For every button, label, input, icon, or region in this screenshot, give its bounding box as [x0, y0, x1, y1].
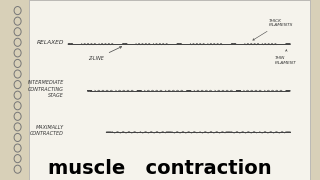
Text: muscle   contraction: muscle contraction [48, 159, 272, 178]
Text: THIN
FILAMENT: THIN FILAMENT [275, 50, 297, 65]
Text: INTERMEDIATE
CONTRACTING
STAGE: INTERMEDIATE CONTRACTING STAGE [28, 80, 64, 98]
Text: MAXIMALLY
CONTRACTED: MAXIMALLY CONTRACTED [30, 125, 64, 136]
Text: Z-LINE: Z-LINE [88, 47, 122, 61]
FancyBboxPatch shape [29, 0, 310, 180]
Text: THICK
FILAMENTS: THICK FILAMENTS [253, 19, 293, 40]
Text: RELAXED: RELAXED [36, 40, 64, 45]
